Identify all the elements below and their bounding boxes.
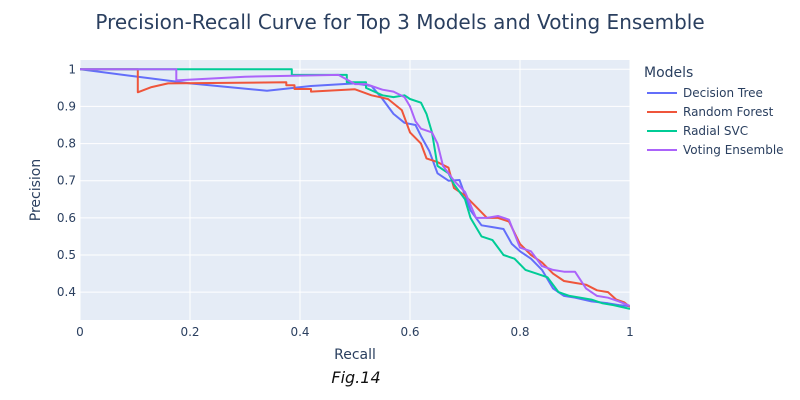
legend-label: Random Forest (683, 105, 774, 119)
x-tick-label: 0.8 (510, 325, 529, 339)
grid-lines (79, 60, 631, 320)
legend-label: Radial SVC (683, 124, 748, 138)
x-axis-ticks: 0 0.2 0.4 0.6 0.8 1 (76, 325, 634, 339)
series-lines (80, 68, 630, 310)
x-tick-label: 0.6 (400, 325, 419, 339)
y-tick-label: 0.4 (57, 285, 76, 299)
legend-title: Models (644, 65, 693, 81)
x-tick-label: 1 (626, 325, 634, 339)
legend-label: Voting Ensemble (683, 143, 784, 157)
x-axis-title: Recall (334, 347, 376, 363)
x-tick-label: 0 (76, 325, 84, 339)
legend-item-decision-tree[interactable]: Decision Tree (647, 86, 763, 100)
y-axis-ticks: 0.4 0.5 0.6 0.7 0.8 0.9 1 (57, 62, 76, 299)
figure-caption: Fig.14 (331, 368, 381, 387)
y-tick-label: 0.8 (57, 137, 76, 151)
plot-area (80, 60, 630, 320)
y-tick-label: 0.6 (57, 211, 76, 225)
y-axis-title: Precision (28, 159, 44, 221)
legend-item-random-forest[interactable]: Random Forest (647, 105, 774, 119)
y-tick-label: 0.9 (57, 99, 76, 113)
y-tick-label: 0.5 (57, 248, 76, 262)
x-tick-label: 0.2 (180, 325, 199, 339)
y-tick-label: 1 (68, 62, 76, 76)
y-tick-label: 0.7 (57, 174, 76, 188)
legend-item-voting-ensemble[interactable]: Voting Ensemble (647, 143, 784, 157)
legend-item-radial-svc[interactable]: Radial SVC (647, 124, 748, 138)
chart-title: Precision-Recall Curve for Top 3 Models … (95, 10, 704, 34)
legend-label: Decision Tree (683, 86, 763, 100)
legend: Models Decision Tree Random Forest Radial … (644, 65, 784, 157)
x-tick-label: 0.4 (290, 325, 309, 339)
series-line-voting-ensemble (80, 68, 630, 307)
series-line-radial-svc (80, 68, 630, 310)
